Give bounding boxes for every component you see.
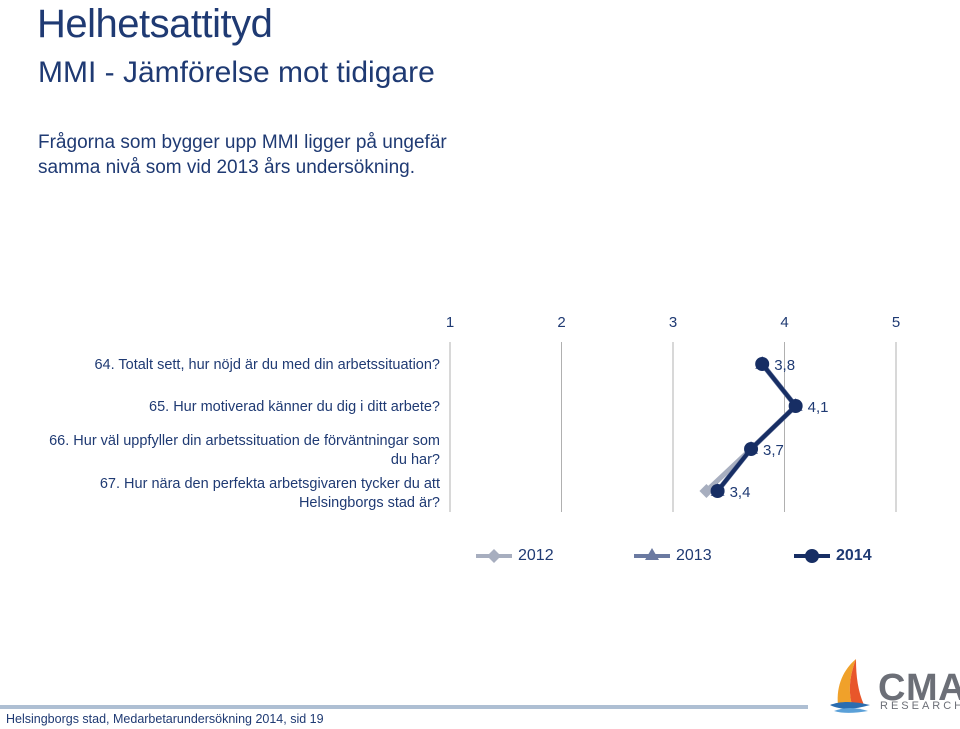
question-65-label: 65. Hur motiverad känner du dig i ditt a… <box>149 399 440 415</box>
point-2014-67 <box>710 484 725 498</box>
legend-label-2013: 2013 <box>676 547 712 564</box>
point-2014-64 <box>755 357 770 371</box>
point-2014-65 <box>788 399 803 413</box>
x-tick-label-4: 4 <box>780 314 789 331</box>
logo-subtext: RESEARCH <box>880 700 960 712</box>
point-2013-66 <box>744 441 759 454</box>
intro-text: Frågorna som bygger upp MMI ligger på un… <box>38 130 458 180</box>
x-tick-label-2: 2 <box>557 314 566 331</box>
chart-legend: 2012 2013 2014 <box>474 544 894 568</box>
legend-label-2012: 2012 <box>518 547 554 564</box>
series-line-2012 <box>704 362 799 493</box>
question-67-line-1: 67. Hur nära den perfekta arbetsgivaren … <box>99 476 440 492</box>
x-tick-label-5: 5 <box>891 314 901 331</box>
question-66-line-1: 66. Hur väl uppfyller din arbetssituatio… <box>49 433 440 449</box>
data-label-65: 4,1 <box>808 399 829 416</box>
x-tick-label-1: 1 <box>445 314 455 331</box>
legend-marker-2013 <box>634 548 670 560</box>
point-2012-64 <box>755 357 770 371</box>
point-2014-66 <box>744 442 759 456</box>
footer-text: Helsingborgs stad, Medarbetarundersöknin… <box>6 712 324 726</box>
legend-label-2014: 2014 <box>836 547 872 564</box>
page-subtitle: MMI - Jämförelse mot tidigare <box>38 56 435 89</box>
legend-marker-2014 <box>794 549 830 563</box>
series-line-2014 <box>716 362 798 493</box>
question-66-label: 66. Hur väl uppfyller din arbetssituatio… <box>0 432 440 470</box>
point-2012-67 <box>699 484 714 498</box>
x-tick-label-3: 3 <box>668 314 678 331</box>
intro-line-2: samma nivå som vid 2013 års undersökning… <box>38 157 416 178</box>
point-2013-67 <box>710 483 725 496</box>
data-label-64: 3,8 <box>774 357 795 374</box>
cma-logo-icon <box>830 659 870 713</box>
question-67-line-2: Helsingborgs stad är? <box>298 495 440 511</box>
legend-marker-2012 <box>476 549 512 563</box>
point-2013-64 <box>755 356 770 369</box>
question-64-label: 64. Totalt sett, hur nöjd är du med din … <box>94 357 440 373</box>
intro-line-1: Frågorna som bygger upp MMI ligger på un… <box>38 132 447 153</box>
point-2012-65 <box>788 399 803 413</box>
point-2013-65 <box>788 398 803 411</box>
footer-divider <box>0 705 808 709</box>
point-2012-66 <box>744 442 759 456</box>
data-label-67: 3,4 <box>730 484 751 501</box>
page-title: Helhetsattityd <box>37 2 273 46</box>
logo-wordmark: CMA <box>878 667 960 709</box>
question-66-line-2: du har? <box>390 452 440 468</box>
series-line-2013 <box>715 362 799 493</box>
question-67-label: 67. Hur nära den perfekta arbetsgivaren … <box>0 475 440 513</box>
data-label-66: 3,7 <box>763 442 784 459</box>
